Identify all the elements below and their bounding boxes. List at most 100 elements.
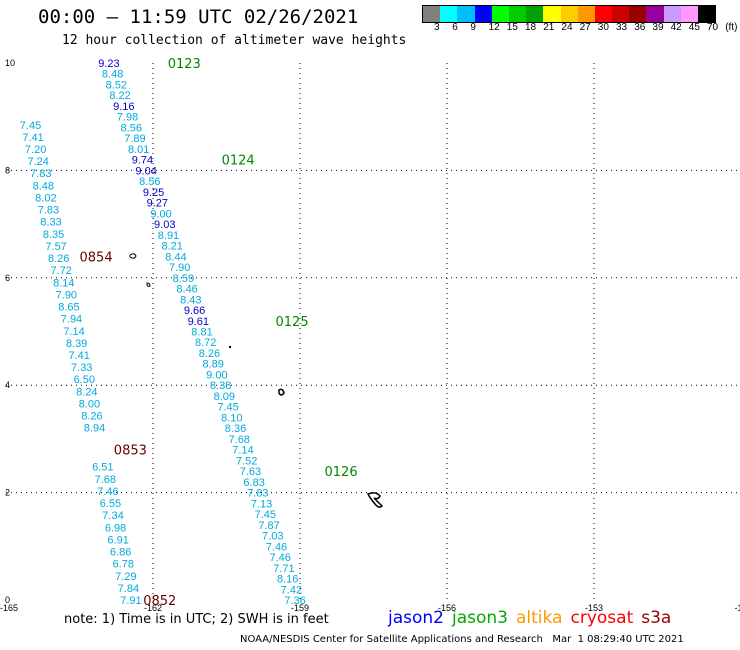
wave-height-value: 8.02	[35, 192, 56, 204]
x-tick-label: -159	[291, 603, 309, 613]
legend-label: 12	[488, 22, 500, 33]
wave-height-value: 9.16	[113, 101, 134, 113]
legend-swatch	[629, 6, 647, 22]
wave-height-value: 7.52	[236, 455, 257, 467]
wave-height-value: 7.87	[258, 520, 279, 532]
wave-height-value: 7.90	[56, 289, 77, 301]
legend-label: 24	[561, 22, 573, 33]
legend-swatch	[646, 6, 664, 22]
altimeter-tracks: 9.238.488.528.229.167.988.567.898.019.74…	[20, 58, 306, 607]
wave-height-value: 6.55	[100, 498, 121, 510]
wave-height-value: 8.59	[173, 273, 194, 285]
wave-height-value: 7.03	[262, 531, 283, 543]
islands	[129, 253, 384, 508]
wave-height-value: 7.63	[240, 466, 261, 478]
legend-swatch	[612, 6, 630, 22]
wave-height-value: 8.48	[102, 69, 123, 81]
wave-height-value: 7.33	[71, 362, 92, 374]
wave-height-value: 7.91	[120, 595, 141, 607]
wave-height-value: 9.23	[98, 58, 119, 70]
legend-label: 21	[543, 22, 555, 33]
wave-height-value: 9.00	[150, 208, 171, 220]
wave-height-value: 7.84	[118, 583, 139, 595]
wave-height-value: 8.46	[176, 284, 197, 296]
y-tick-label: 8	[5, 165, 10, 175]
island-2	[146, 282, 151, 287]
pass-labels: 0123 0124 0125 0126 0854 0853 0852	[80, 57, 358, 609]
wave-height-value: 7.98	[117, 112, 138, 124]
wave-height-value: 8.72	[195, 337, 216, 349]
wave-height-value: 7.46	[266, 541, 287, 553]
wave-height-value: 7.41	[22, 132, 43, 144]
wave-height-value: 8.21	[161, 241, 182, 253]
y-tick-label: 10	[5, 58, 15, 68]
y-tick-label: 6	[5, 273, 10, 283]
map-title: 00:00 – 11:59 UTC 02/26/2021	[38, 6, 359, 28]
wave-height-value: 6.51	[92, 462, 113, 474]
wave-height-value: 6.50	[74, 374, 95, 386]
legend-swatch	[680, 6, 698, 22]
legend-swatch	[526, 6, 544, 22]
wave-height-value: 8.56	[139, 176, 160, 188]
legend-swatch	[491, 6, 509, 22]
wave-height-value: 8.10	[221, 412, 242, 424]
sat-cryosat: cryosat	[570, 608, 634, 628]
sat-jason3: jason3	[452, 608, 508, 628]
wave-height-value: 7.94	[61, 314, 82, 326]
pass-label: 0854	[80, 250, 113, 265]
pass-label: 0123	[168, 57, 201, 72]
island-1	[129, 253, 137, 259]
wave-height-value: 8.26	[81, 411, 102, 423]
y-tick-label: 0	[5, 595, 10, 605]
wave-height-color-legend	[422, 5, 717, 23]
wave-height-value: 7.45	[217, 402, 238, 414]
wave-height-value: 7.34	[102, 510, 123, 522]
wave-height-value: 7.83	[30, 168, 51, 180]
pass-label: 0126	[325, 465, 358, 480]
wave-height-value: 7.71	[273, 563, 294, 575]
legend-swatch	[423, 6, 441, 22]
wave-height-value: 7.13	[251, 498, 272, 510]
legend-swatch	[474, 6, 492, 22]
legend-swatch	[560, 6, 578, 22]
wave-height-value: 7.14	[63, 326, 84, 338]
map-subtitle: 12 hour collection of altimeter wave hei…	[62, 33, 407, 48]
legend-swatch	[698, 6, 716, 22]
pass-label: 0125	[276, 315, 309, 330]
wave-height-value: 7.46	[269, 552, 290, 564]
wave-height-value: 8.09	[214, 391, 235, 403]
sat-altika: altika	[516, 608, 563, 628]
wave-height-value: 6.78	[113, 559, 134, 571]
wave-height-value: 8.22	[109, 90, 130, 102]
pass-label: 0124	[222, 154, 255, 169]
wave-height-value: 8.26	[48, 253, 69, 265]
wave-height-value: 6.83	[243, 477, 264, 489]
wave-height-value: 9.61	[188, 316, 209, 328]
legend-swatch	[543, 6, 561, 22]
legend-label: 15	[506, 22, 518, 33]
wave-height-value: 7.83	[38, 205, 59, 217]
island-3	[229, 346, 231, 348]
wave-height-value: 8.39	[66, 338, 87, 350]
sat-s3a: s3a	[641, 608, 672, 628]
legend-label: 39	[652, 22, 664, 33]
wave-height-value: 7.45	[20, 120, 41, 132]
legend-swatch	[457, 6, 475, 22]
wave-height-value: 8.24	[76, 386, 97, 398]
wave-height-value: 7.41	[68, 350, 89, 362]
wave-height-value: 8.33	[40, 217, 61, 229]
wave-height-value: 8.81	[191, 327, 212, 339]
legend-swatch	[440, 6, 458, 22]
x-tick-label: -162	[144, 603, 162, 613]
wave-height-value: 6.86	[110, 547, 131, 559]
legend-label: 33	[616, 22, 628, 33]
wave-height-value: 8.56	[121, 122, 142, 134]
legend-labels: 3 6 9 12 15 18 21 24 27 30 33 36 39 42 45 70 (ft)	[422, 22, 740, 36]
wave-height-value: 8.91	[158, 230, 179, 242]
wave-height-value: 8.35	[43, 229, 64, 241]
wave-height-value: 9.27	[147, 198, 168, 210]
legend-label: 45	[688, 22, 700, 33]
wave-height-value: 8.94	[84, 423, 105, 435]
wave-height-value: 7.36	[284, 595, 305, 607]
